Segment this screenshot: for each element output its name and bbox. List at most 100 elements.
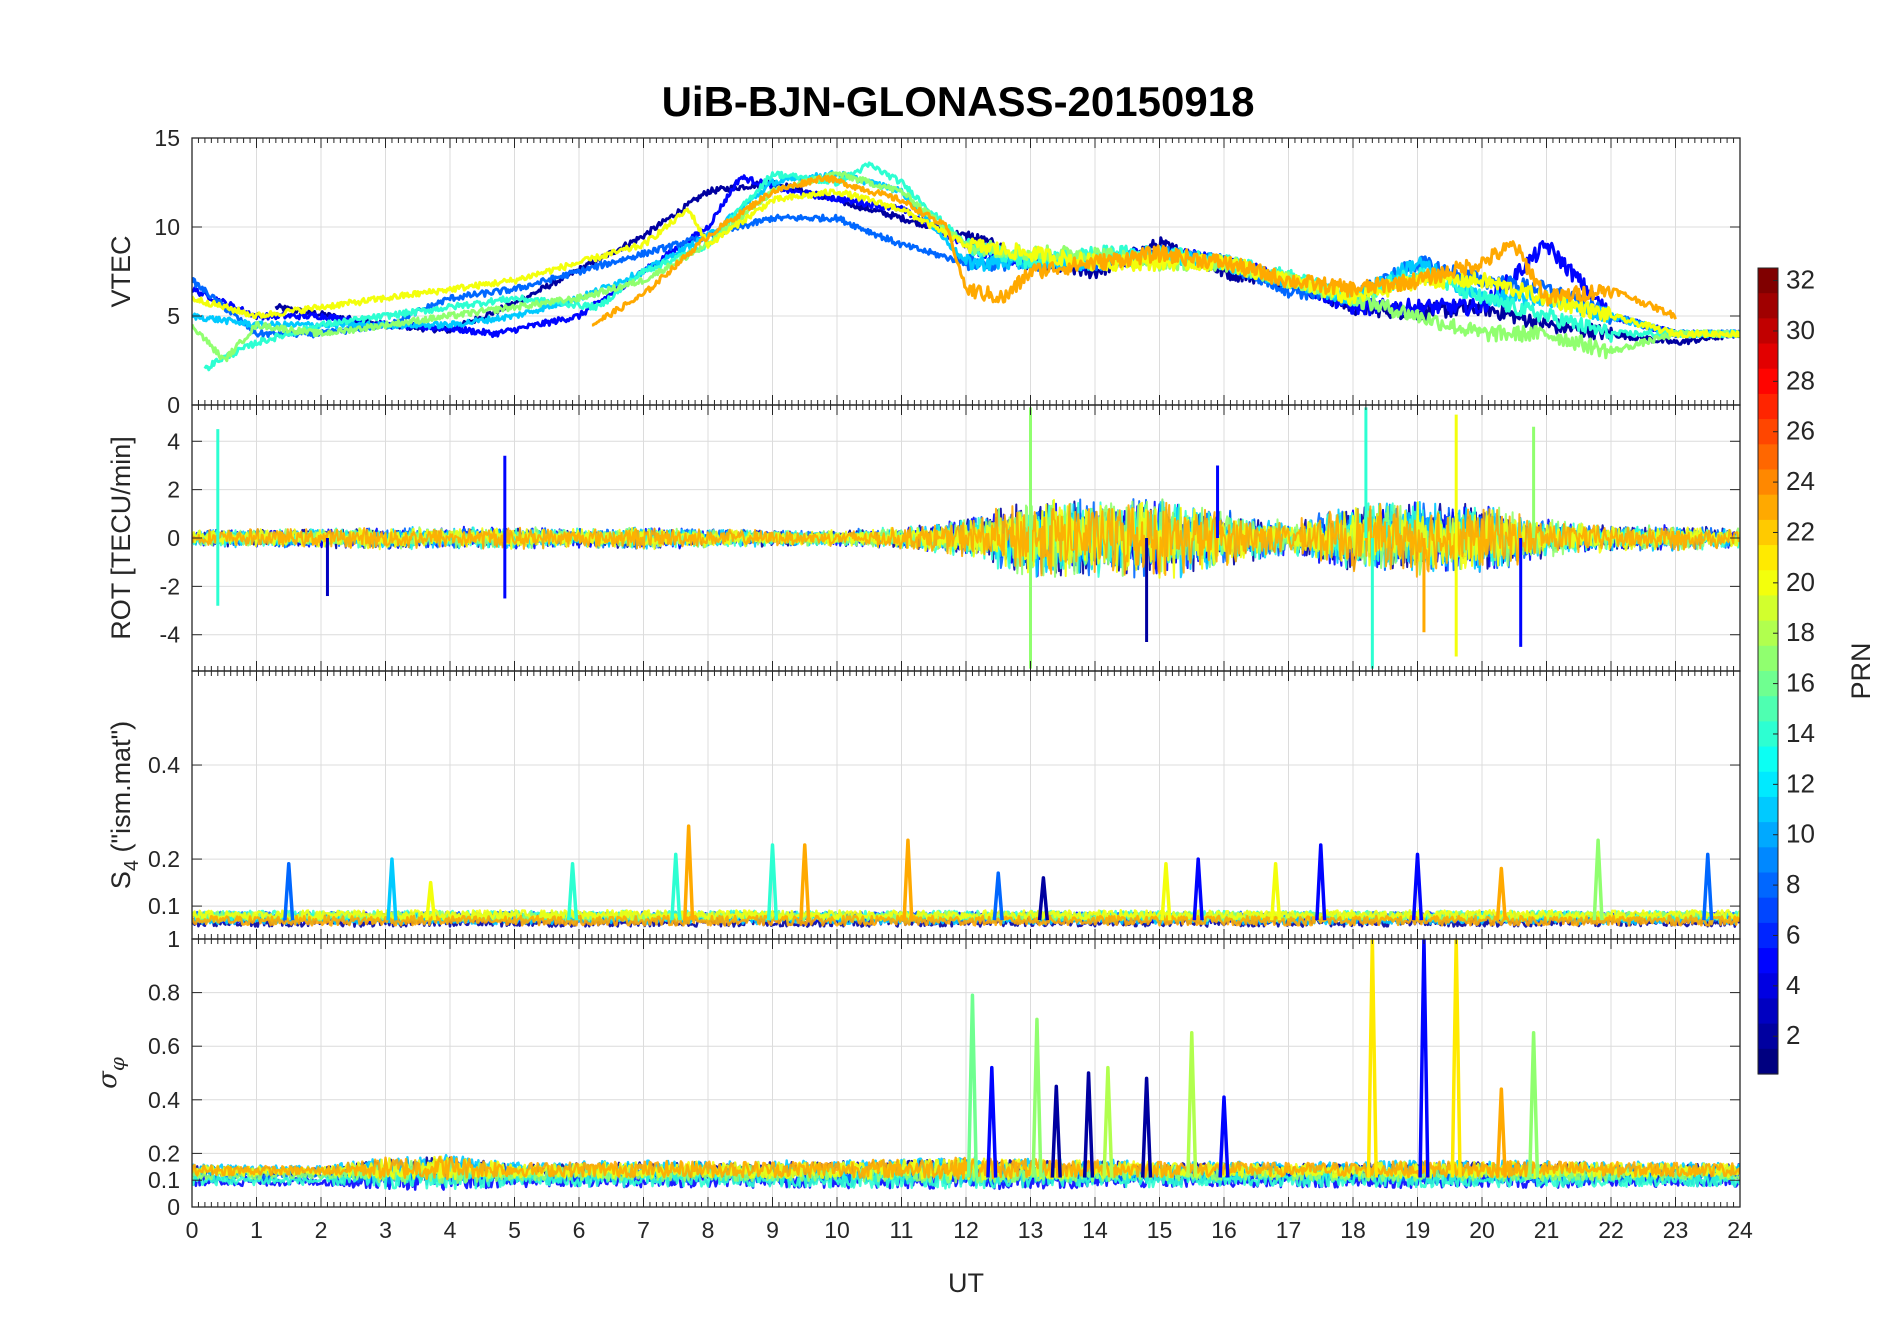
panel-1-ticks	[191, 138, 1741, 405]
colorbar-segment	[1758, 696, 1778, 722]
rot-line-prn-20	[192, 498, 1740, 579]
peak-12	[1160, 862, 1172, 921]
peak-11	[1418, 939, 1430, 1178]
colorbar-segment	[1758, 847, 1778, 874]
peak-2	[386, 857, 398, 921]
panel-3-y-tick-label: 0.4	[148, 752, 180, 778]
colorbar-segment	[1758, 343, 1778, 370]
panel-2-y-tick-label: 4	[167, 428, 180, 454]
panel-3-y-label: S4 ("ism.mat")	[106, 721, 143, 889]
x-tick-label: 24	[1727, 1217, 1753, 1243]
x-tick-label: 0	[186, 1217, 199, 1243]
panel-2-y-label: ROT [TECU/min]	[106, 436, 136, 640]
x-tick-label: 17	[1276, 1217, 1302, 1243]
colorbar-segment	[1758, 595, 1778, 622]
colorbar-segment	[1758, 519, 1778, 546]
peak-3	[1031, 1017, 1043, 1178]
x-tick-label: 12	[953, 1217, 979, 1243]
baseline-line-prn-23	[192, 914, 1740, 927]
peak-15	[1315, 843, 1327, 921]
peak-5	[1082, 1071, 1095, 1178]
colorbar-segment	[1758, 796, 1778, 823]
x-tick-label: 14	[1082, 1217, 1108, 1243]
colorbar-segment	[1758, 469, 1778, 496]
peak-8	[1186, 1031, 1198, 1178]
peak-6	[1102, 1065, 1114, 1178]
panel-1: 0 5 10 15 VTEC	[106, 125, 1741, 418]
peak-16	[1411, 852, 1424, 921]
peak-2	[986, 1065, 998, 1178]
panel-4-y-tick-label: 0.1	[148, 1167, 180, 1193]
colorbar-segment	[1758, 444, 1778, 471]
peak-14	[1269, 862, 1282, 921]
panel-4-y-tick-label: 0.8	[148, 980, 180, 1006]
panel-2-ticks	[191, 405, 1741, 671]
x-tick-label: 4	[444, 1217, 457, 1243]
vtec-line-prn-20	[192, 188, 1740, 339]
panel-3-grid	[191, 671, 1741, 939]
vtec-line-prn-14	[203, 161, 1740, 372]
colorbar-tick-label: 28	[1786, 365, 1815, 395]
x-tick-label: 7	[637, 1217, 650, 1243]
colorbar-segment	[1758, 1023, 1778, 1050]
panel-3-ticks	[191, 671, 1741, 939]
x-tick-label: 9	[766, 1217, 779, 1243]
colorbar-tick-label: 12	[1786, 768, 1815, 798]
colorbar-tick-label: 14	[1786, 718, 1815, 748]
x-tick-label: 8	[702, 1217, 715, 1243]
rot-line-prn-23	[192, 501, 1740, 578]
peak-7	[1140, 1076, 1153, 1178]
panel-3-y-tick-label: 0.2	[148, 846, 180, 872]
colorbar-tick-label: 32	[1786, 265, 1815, 295]
panel-4-y-tick-label: 0	[167, 1194, 180, 1220]
panel-4-y-tick-label: 1	[167, 926, 180, 952]
baseline-line-prn-14	[192, 1165, 1740, 1191]
peak-17	[1495, 866, 1507, 921]
x-tick-label: 3	[379, 1217, 392, 1243]
panel-4-y-tick-label: 0.4	[148, 1087, 180, 1113]
colorbar-segment	[1758, 645, 1778, 672]
peak-12	[1450, 939, 1462, 1178]
panel-2-y-ticks: -4 -2 0 2 4	[160, 428, 1740, 648]
colorbar-segment	[1758, 771, 1778, 798]
colorbar-tick-label: 24	[1786, 466, 1815, 496]
panel-4-y-tick-label: 0.6	[148, 1033, 180, 1059]
colorbar-segment	[1758, 746, 1778, 773]
peak-9	[902, 838, 914, 921]
x-tick-label: 18	[1340, 1217, 1366, 1243]
panel-2-y-tick-label: 0	[167, 525, 180, 551]
colorbar-segment	[1758, 318, 1778, 345]
panel-4-y-ticks: 00.10.2 0.4 0.6 0.8 1	[148, 926, 1740, 1220]
peak-13	[1495, 1087, 1507, 1178]
colorbar-segment	[1758, 293, 1778, 319]
panel-4-y-label: σφ	[93, 1057, 129, 1089]
x-tick-label: 1	[250, 1217, 263, 1243]
baseline-line-prn-20	[192, 1155, 1740, 1181]
peak-4	[1050, 1084, 1062, 1178]
colorbar-segment	[1758, 897, 1778, 924]
panel-2: -4 -2 0 2 4 ROT [TECU/min]	[106, 404, 1741, 672]
panel-4-y-tick-label: 0.2	[148, 1140, 180, 1166]
x-tick-label: 5	[508, 1217, 521, 1243]
colorbar-tick-label: 30	[1786, 315, 1815, 345]
colorbar-segment	[1758, 620, 1778, 647]
x-tick-label: 16	[1211, 1217, 1237, 1243]
panel-1-y-tick-label: 10	[154, 214, 180, 240]
peak-11	[1037, 876, 1050, 921]
x-tick-label: 10	[824, 1217, 850, 1243]
peak-18	[1592, 838, 1604, 921]
colorbar-label: PRN	[1846, 642, 1876, 699]
colorbar-tick-label: 10	[1786, 819, 1815, 849]
panel-1-y-tick-label: 15	[154, 125, 180, 151]
panel-1-y-tick-label: 5	[167, 303, 180, 329]
panel-1-y-label: VTEC	[106, 235, 136, 307]
colorbar-tick-label: 8	[1786, 869, 1800, 899]
x-tick-label: 19	[1405, 1217, 1431, 1243]
colorbar-segment	[1758, 671, 1778, 697]
colorbar-segment	[1758, 948, 1778, 974]
x-tick-label: 22	[1598, 1217, 1624, 1243]
peak-7	[766, 843, 779, 921]
peak-10	[1366, 939, 1378, 1178]
panel-3-data	[192, 824, 1740, 928]
